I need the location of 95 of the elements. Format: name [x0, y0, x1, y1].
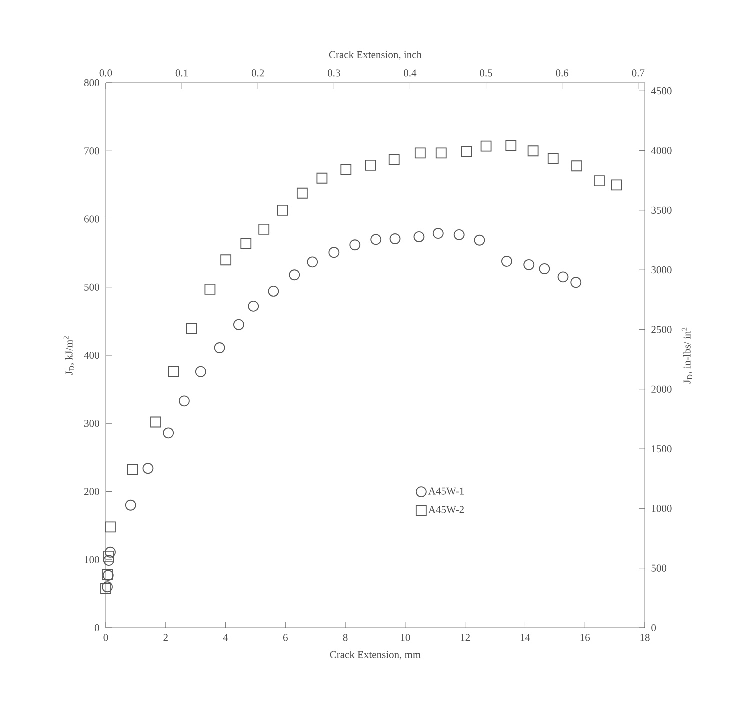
x-tick-label: 8 [343, 634, 348, 642]
x-axis-title: Crack Extension, mm [330, 650, 421, 660]
x-tick-label: 10 [401, 634, 410, 642]
y-tick-label: 0 [94, 624, 100, 632]
point [195, 366, 206, 378]
x-tick-label: 14 [520, 634, 530, 642]
x-tick-label: 0 [104, 634, 108, 642]
point [414, 148, 426, 159]
point [454, 229, 465, 240]
x2-tick-label: 0.5 [480, 70, 492, 77]
point [370, 234, 382, 246]
y-axis-title: J$_{D}$, kJ/m$^{2}$ [64, 336, 74, 376]
y-tick-label: 700 [84, 148, 100, 155]
point [388, 154, 400, 166]
point [168, 366, 180, 378]
x2-tick-label: 0.4 [404, 70, 417, 77]
x-tick-label: 18 [640, 634, 650, 642]
point [150, 416, 162, 428]
y-tick-label: 600 [84, 216, 100, 223]
point [258, 224, 270, 235]
point [548, 153, 559, 164]
point [104, 551, 114, 562]
y2-axis-title: J$_{D}$, in-lbs/ in$^{2}$ [682, 328, 692, 384]
point [390, 234, 401, 244]
x2-tick-label: 0.6 [556, 70, 569, 77]
point [461, 146, 472, 158]
point [340, 164, 352, 175]
point [594, 176, 605, 187]
x2-tick-label: 0.7 [632, 70, 645, 77]
x2-tick-label: 0.2 [252, 70, 264, 77]
x-tick-label: 2 [164, 634, 168, 642]
point [163, 428, 174, 439]
point [277, 204, 288, 216]
y2-tick-label: 2000 [652, 386, 672, 393]
point [105, 522, 116, 533]
point [240, 238, 252, 250]
x2-tick-label: 0.3 [328, 70, 340, 77]
point [214, 342, 226, 354]
point [142, 463, 154, 474]
point [528, 146, 539, 157]
x2-tick-label: 0.0 [100, 70, 112, 77]
point [204, 284, 216, 295]
point [127, 464, 138, 476]
point [307, 256, 318, 268]
point [474, 234, 486, 246]
point [558, 272, 569, 283]
point [186, 323, 198, 334]
y-tick-label: 100 [84, 556, 100, 564]
y-tick-label: 400 [84, 352, 100, 360]
point [365, 160, 376, 171]
point [611, 180, 622, 191]
x2-axis-title: Crack Extension, inch [329, 51, 422, 60]
point [524, 259, 535, 270]
point [436, 148, 447, 159]
point [125, 500, 136, 511]
x2-tick-label: 0.1 [176, 70, 188, 77]
y2-tick-label: 3500 [652, 206, 672, 214]
y2-tick-label: 0 [652, 624, 656, 632]
point [220, 254, 232, 266]
y-tick-label: 200 [84, 488, 100, 496]
y2-tick-label: 4500 [651, 88, 672, 95]
y2-tick-label: 1000 [652, 505, 672, 512]
x-tick-label: 16 [580, 634, 590, 642]
point [328, 247, 340, 258]
point [289, 270, 300, 281]
point [432, 228, 444, 240]
x-tick-label: 6 [283, 634, 288, 642]
point [296, 188, 308, 199]
y-tick-label: 500 [84, 284, 100, 291]
point [105, 546, 116, 558]
y2-tick-label: 500 [652, 564, 667, 572]
y2-tick-label: 2500 [652, 326, 672, 334]
x-tick-label: 12 [461, 634, 470, 642]
point [316, 172, 328, 184]
point [570, 277, 582, 288]
x-tick-label: 4 [223, 634, 228, 642]
point [268, 286, 280, 297]
y-tick-label: 300 [84, 420, 100, 428]
legend-label: A45W-1 [428, 488, 464, 495]
point [248, 301, 260, 312]
y-tick-label: 800 [84, 79, 100, 87]
point [480, 140, 492, 152]
point [350, 240, 361, 251]
point [179, 396, 190, 407]
point [539, 264, 550, 274]
point [502, 256, 512, 267]
point [234, 319, 244, 330]
y2-tick-label: 3000 [652, 266, 672, 274]
point [506, 140, 517, 152]
y2-tick-label: 4000 [651, 147, 672, 154]
y2-tick-label: 1500 [652, 445, 672, 453]
legend-label: A45W-2 [428, 506, 464, 514]
point [572, 160, 582, 172]
point [104, 555, 114, 566]
point [414, 232, 425, 242]
